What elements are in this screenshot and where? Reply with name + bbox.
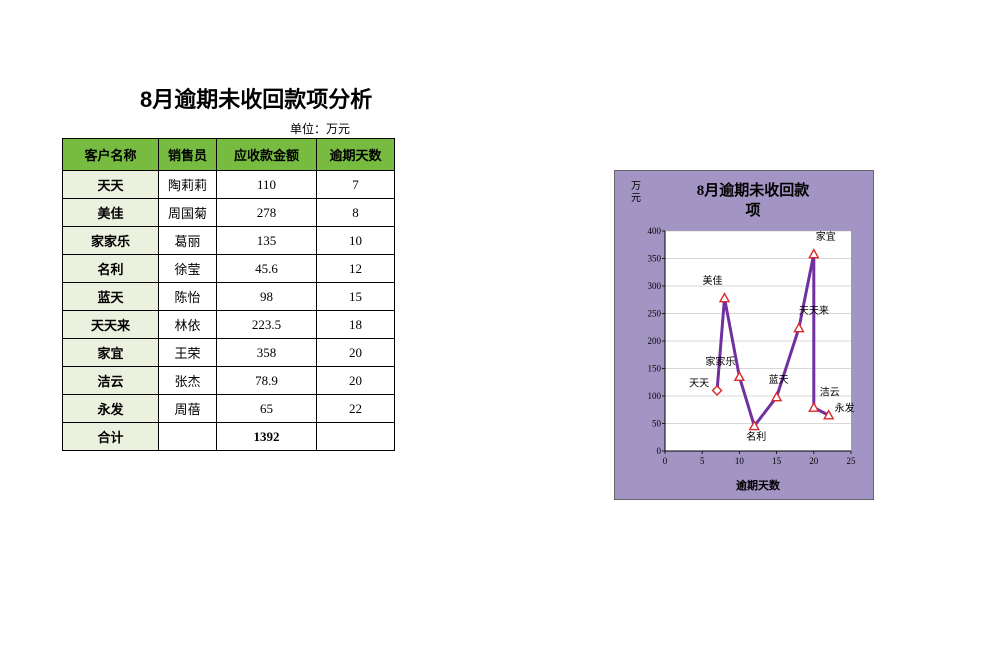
cell-amount: 110	[217, 171, 317, 199]
svg-text:300: 300	[648, 281, 662, 291]
overdue-chart: 万元 8月逾期未收回款项 0 50 100 150 200 250 300 350 400 0 5 10 1…	[614, 170, 874, 500]
svg-text:150: 150	[648, 364, 662, 374]
cell-days: 7	[317, 171, 395, 199]
cell-sales: 周蓓	[159, 395, 217, 423]
svg-text:250: 250	[648, 309, 662, 319]
svg-text:15: 15	[772, 456, 782, 466]
table-row: 家宜王荣35820	[63, 339, 395, 367]
cell-customer: 名利	[63, 255, 159, 283]
svg-text:项: 项	[745, 202, 760, 219]
cell-amount: 135	[217, 227, 317, 255]
cell-days: 8	[317, 199, 395, 227]
svg-text:10: 10	[735, 456, 745, 466]
cell-total-days	[317, 423, 395, 451]
cell-sales: 王荣	[159, 339, 217, 367]
cell-days: 20	[317, 339, 395, 367]
cell-customer: 天天	[63, 171, 159, 199]
page-title: 8月逾期未收回款项分析	[140, 82, 372, 114]
table-total-row: 合计 1392	[63, 423, 395, 451]
cell-amount: 45.6	[217, 255, 317, 283]
cell-customer: 家家乐	[63, 227, 159, 255]
cell-sales: 张杰	[159, 367, 217, 395]
svg-text:天天来: 天天来	[799, 305, 829, 317]
cell-sales: 周国菊	[159, 199, 217, 227]
cell-days: 15	[317, 283, 395, 311]
svg-text:5: 5	[700, 456, 705, 466]
svg-text:蓝天: 蓝天	[769, 374, 789, 386]
table-row: 永发周蓓6522	[63, 395, 395, 423]
svg-text:家家乐: 家家乐	[705, 355, 735, 368]
cell-total-sales	[159, 423, 217, 451]
cell-days: 10	[317, 227, 395, 255]
cell-sales: 葛丽	[159, 227, 217, 255]
svg-text:天天: 天天	[689, 379, 709, 390]
svg-text:逾期天数: 逾期天数	[736, 478, 781, 492]
svg-text:400: 400	[648, 226, 662, 236]
cell-sales: 徐莹	[159, 255, 217, 283]
svg-text:万: 万	[631, 181, 641, 192]
col-header-sales: 销售员	[159, 139, 217, 171]
cell-amount: 78.9	[217, 367, 317, 395]
table-row: 美佳周国菊2788	[63, 199, 395, 227]
svg-text:200: 200	[648, 336, 662, 346]
col-header-customer: 客户名称	[63, 139, 159, 171]
cell-days: 20	[317, 367, 395, 395]
col-header-amount: 应收款金额	[217, 139, 317, 171]
svg-text:美佳: 美佳	[703, 274, 723, 287]
cell-amount: 98	[217, 283, 317, 311]
svg-text:50: 50	[652, 419, 662, 429]
svg-text:永发: 永发	[835, 401, 855, 414]
cell-total-label: 合计	[63, 423, 159, 451]
cell-sales: 陶莉莉	[159, 171, 217, 199]
svg-text:25: 25	[847, 456, 857, 466]
cell-customer: 蓝天	[63, 283, 159, 311]
svg-text:名利: 名利	[746, 430, 766, 443]
table-row: 洁云张杰78.920	[63, 367, 395, 395]
cell-customer: 天天来	[63, 311, 159, 339]
cell-amount: 358	[217, 339, 317, 367]
svg-text:家宜: 家宜	[816, 230, 836, 243]
overdue-table: 客户名称 销售员 应收款金额 逾期天数 天天陶莉莉1107美佳周国菊2788家家…	[62, 138, 395, 451]
svg-text:20: 20	[809, 456, 819, 466]
cell-days: 12	[317, 255, 395, 283]
table-row: 天天陶莉莉1107	[63, 171, 395, 199]
cell-customer: 家宜	[63, 339, 159, 367]
svg-text:350: 350	[648, 254, 662, 264]
table-row: 名利徐莹45.612	[63, 255, 395, 283]
svg-text:0: 0	[657, 446, 662, 456]
cell-amount: 65	[217, 395, 317, 423]
unit-label: 单位：万元	[290, 120, 350, 137]
svg-text:洁云: 洁云	[820, 386, 840, 399]
table-row: 家家乐葛丽13510	[63, 227, 395, 255]
cell-customer: 美佳	[63, 199, 159, 227]
cell-days: 18	[317, 311, 395, 339]
table-row: 天天来林依223.518	[63, 311, 395, 339]
cell-customer: 洁云	[63, 367, 159, 395]
svg-text:0: 0	[663, 456, 668, 466]
table-row: 蓝天陈怡9815	[63, 283, 395, 311]
col-header-days: 逾期天数	[317, 139, 395, 171]
table-header-row: 客户名称 销售员 应收款金额 逾期天数	[63, 139, 395, 171]
cell-amount: 223.5	[217, 311, 317, 339]
cell-amount: 278	[217, 199, 317, 227]
svg-text:元: 元	[631, 193, 641, 204]
svg-text:8月逾期未收回款: 8月逾期未收回款	[697, 181, 811, 199]
cell-days: 22	[317, 395, 395, 423]
cell-sales: 陈怡	[159, 283, 217, 311]
cell-customer: 永发	[63, 395, 159, 423]
svg-text:100: 100	[648, 391, 662, 401]
cell-sales: 林依	[159, 311, 217, 339]
cell-total-amount: 1392	[217, 423, 317, 451]
